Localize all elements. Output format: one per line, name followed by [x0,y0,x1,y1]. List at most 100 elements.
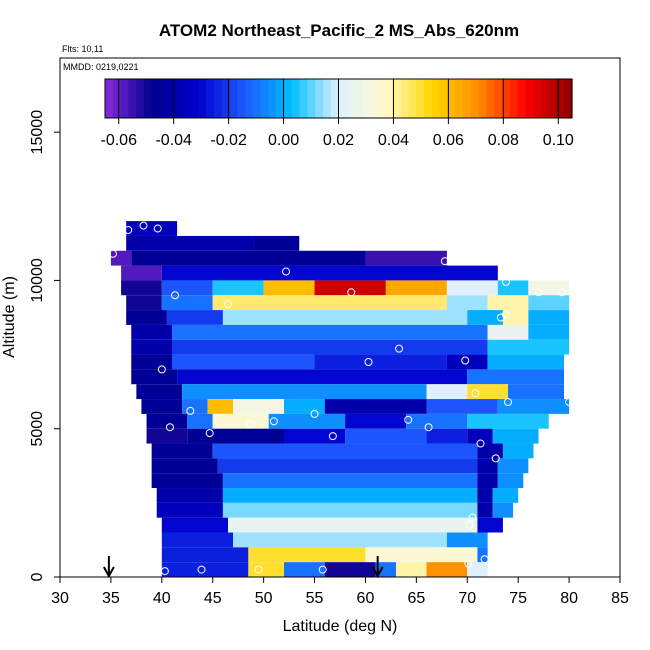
heatmap-cell [314,280,386,296]
heatmap-cell [161,280,213,296]
heatmap-cell [477,473,498,489]
heatmap-cell [121,265,162,281]
sample-point [465,521,474,530]
heatmap-cell [151,443,213,459]
heatmap-cell [248,547,366,563]
heatmap-cell [528,324,570,340]
heatmap-cell [228,517,478,533]
heatmap-cell [161,547,249,563]
colorbar-segment [392,79,402,118]
x-tick-label: 85 [611,590,629,607]
sample-point [139,221,148,230]
colorbar-segment [276,79,285,118]
colorbar-frame [104,78,573,119]
colorbar-segment [509,79,519,118]
heatmap-cell [131,369,178,385]
colorbar-segment [260,79,270,118]
heatmap-cell [187,428,284,444]
colorbar-segment [564,79,573,118]
sample-point [440,257,449,266]
sample-point [153,224,162,233]
sample-point [224,300,232,309]
sample-point [501,277,510,286]
heatmap-cell [528,295,570,311]
colorbar-segment [540,79,550,118]
heatmap-cell [217,458,478,474]
heatmap-cell [497,473,524,489]
sample-point [364,357,373,366]
colorbar-segment [533,79,542,118]
sample-point [461,356,470,365]
y-tick-label: 15000 [29,110,46,155]
plot-frame [59,57,621,578]
colorbar-tick-label: 0.10 [543,132,574,149]
heatmap-cell [161,517,228,533]
colorbar-segment [105,79,114,118]
heatmap-cell [497,458,529,474]
heatmap-cell [126,235,254,251]
heatmap-cell [467,384,508,400]
heatmap-cell [467,310,503,325]
x-tick-label: 60 [357,590,375,607]
sample-point [197,565,206,574]
heatmap-cell [161,295,213,311]
y-tick-label: 0 [29,572,46,581]
colorbar-segment [431,79,441,118]
heatmap-cell [426,384,468,400]
sample-point [424,423,433,432]
heatmap-cell [487,295,529,311]
colorbar-tick-label: -0.02 [210,132,247,149]
heatmap-cell [324,399,427,414]
heatmap-cell [156,502,223,518]
sample-point [318,565,327,574]
y-tick-label: 5000 [29,411,46,447]
heatmap-cell [268,413,346,429]
sample-point [246,420,255,429]
heatmap-cell [126,221,178,236]
sample-point [501,310,510,319]
heatmap-cell [446,280,498,296]
x-tick-label: 40 [153,590,171,607]
colorbar-segment [268,79,277,118]
heatmap-cell [528,280,570,296]
heatmap-cell [426,428,468,444]
colorbar-segment [338,79,347,118]
colorbar-segment [478,79,487,118]
heatmap-cell [487,354,564,370]
heatmap-cell [477,547,488,563]
heatmap-cell [284,562,325,577]
flights-annotation: Flts: 10,11 [62,44,103,54]
colorbar-segment [377,79,386,118]
heatmap-cell [136,384,183,400]
x-tick-label: 30 [51,590,69,607]
colorbar-segment [322,79,332,118]
colorbar-tick-label: -0.06 [101,132,138,149]
colorbar-segment [190,79,199,118]
heatmap-cell [396,562,427,577]
heatmap-cell [222,502,478,518]
colorbar-tick-label: 0.02 [323,132,354,149]
heatmap-cell [177,369,468,385]
heatmap-cell [492,428,539,444]
heatmap-cell [385,280,447,296]
colorbar-segment [447,79,456,118]
colorbar-segment [525,79,534,118]
sample-point [565,398,574,407]
sample-point [491,454,500,463]
colorbar-segment [400,79,410,118]
colorbar-segment [143,79,153,118]
heatmap-cell [487,339,570,355]
colorbar: -0.06 -0.04 -0.02 0.00 0.02 0.04 0.06 0.08 0.10 [101,78,574,149]
colorbar-segment [291,79,301,118]
y-axis-label: Altitude (m) [1,276,18,358]
heatmap-cell [172,324,488,340]
sample-point [476,439,485,448]
colorbar-segment [128,79,137,118]
heatmap-cell [467,413,549,429]
sample-point [464,559,473,568]
colorbar-segment [439,79,449,118]
colorbar-segment [167,79,176,118]
x-tick-label: 65 [407,590,425,607]
colorbar-segment [385,79,394,118]
colorbar-segment [252,79,262,118]
